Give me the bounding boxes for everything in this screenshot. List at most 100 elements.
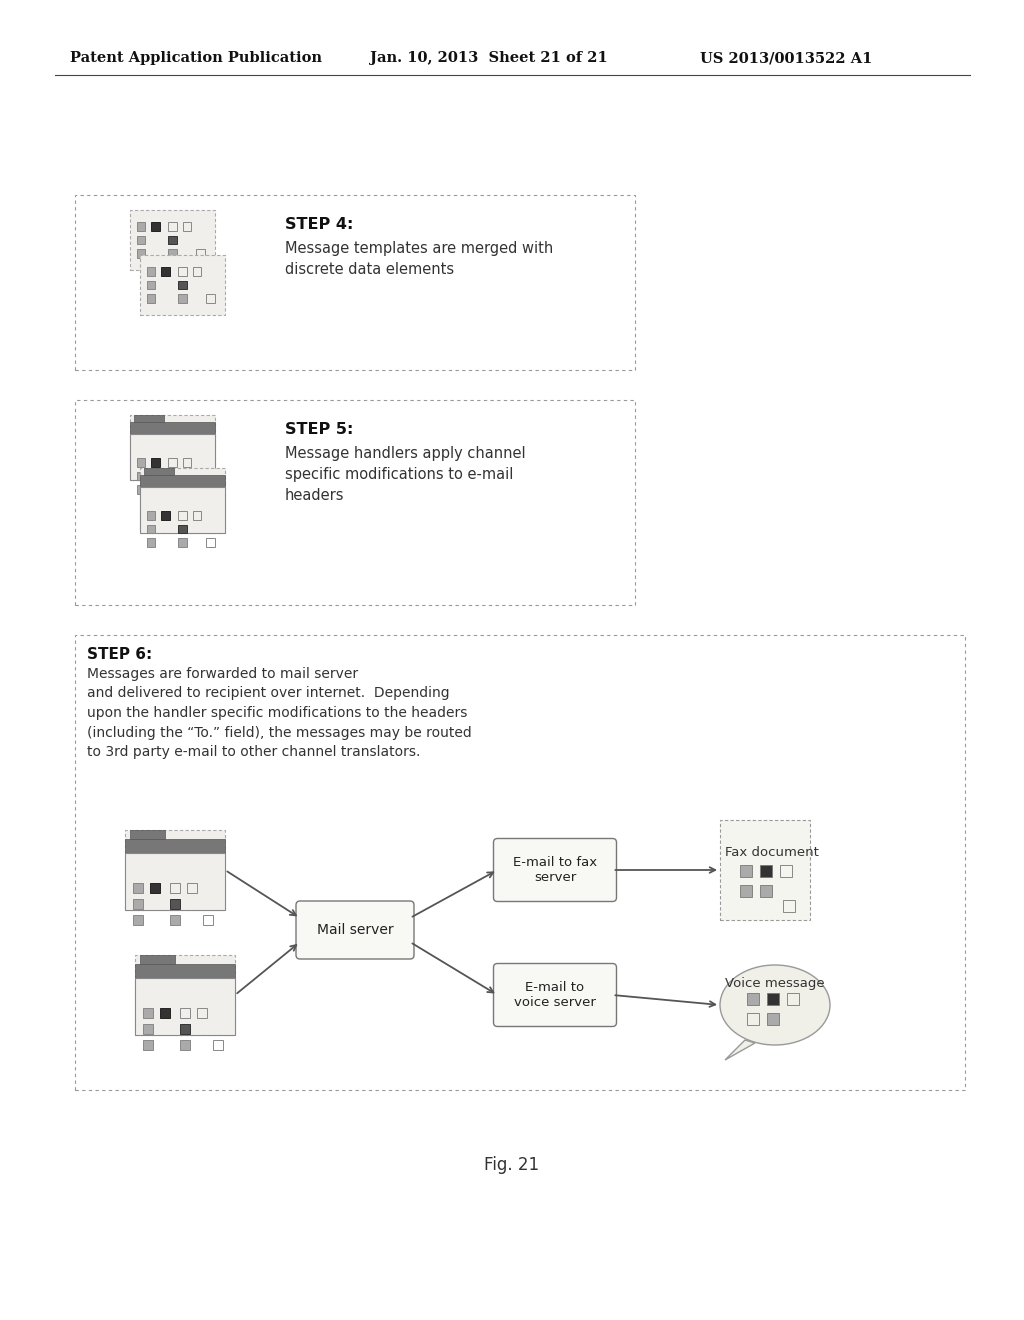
Polygon shape — [725, 1040, 755, 1060]
Bar — [140, 487, 225, 533]
Bar — [178, 294, 186, 302]
Bar — [140, 954, 175, 964]
Ellipse shape — [720, 965, 830, 1045]
Bar — [140, 475, 225, 487]
Bar — [168, 486, 177, 494]
Bar — [137, 471, 145, 480]
Bar — [75, 195, 635, 370]
Bar — [197, 1008, 207, 1018]
Bar — [130, 414, 215, 480]
Text: STEP 4:: STEP 4: — [285, 216, 353, 232]
Bar — [161, 511, 170, 520]
Bar — [134, 414, 164, 422]
Bar — [178, 281, 186, 289]
Bar — [144, 469, 174, 475]
Bar — [783, 900, 795, 912]
Bar — [178, 539, 186, 546]
Bar — [206, 539, 215, 546]
Bar — [740, 865, 752, 876]
Bar — [178, 267, 186, 276]
Bar — [178, 524, 186, 533]
Text: US 2013/0013522 A1: US 2013/0013522 A1 — [700, 51, 872, 65]
Bar — [178, 511, 186, 520]
Bar — [170, 899, 180, 909]
Bar — [767, 993, 779, 1005]
Bar — [130, 422, 215, 434]
Text: Voice message: Voice message — [725, 977, 824, 990]
Bar — [143, 1040, 153, 1049]
Bar — [135, 964, 234, 978]
Text: Jan. 10, 2013  Sheet 21 of 21: Jan. 10, 2013 Sheet 21 of 21 — [370, 51, 608, 65]
Bar — [125, 838, 225, 853]
Bar — [180, 1040, 190, 1049]
Bar — [197, 249, 205, 257]
Bar — [168, 222, 177, 231]
Bar — [137, 222, 145, 231]
Bar — [133, 915, 143, 925]
Bar — [130, 210, 215, 271]
FancyBboxPatch shape — [494, 838, 616, 902]
Text: E-mail to
voice server: E-mail to voice server — [514, 981, 596, 1008]
Bar — [193, 511, 201, 520]
Bar — [75, 400, 635, 605]
Bar — [125, 853, 225, 909]
Bar — [182, 458, 191, 466]
Bar — [130, 434, 215, 480]
Bar — [170, 883, 180, 894]
Bar — [180, 1008, 190, 1018]
Bar — [146, 524, 156, 533]
Bar — [146, 539, 156, 546]
Text: Patent Application Publication: Patent Application Publication — [70, 51, 322, 65]
Bar — [720, 820, 810, 920]
FancyBboxPatch shape — [296, 902, 414, 960]
Bar — [787, 993, 799, 1005]
Bar — [168, 235, 177, 244]
Bar — [197, 486, 205, 494]
Bar — [140, 255, 225, 315]
Bar — [137, 486, 145, 494]
Bar — [161, 267, 170, 276]
Bar — [146, 294, 156, 302]
Bar — [146, 267, 156, 276]
Bar — [130, 830, 165, 838]
Bar — [213, 1040, 223, 1049]
Bar — [168, 471, 177, 480]
Bar — [137, 235, 145, 244]
Bar — [152, 458, 160, 466]
Bar — [767, 1012, 779, 1026]
Bar — [160, 1008, 170, 1018]
Bar — [760, 865, 772, 876]
Text: Fig. 21: Fig. 21 — [484, 1156, 540, 1173]
Bar — [143, 1024, 153, 1034]
Text: Messages are forwarded to mail server
and delivered to recipient over internet. : Messages are forwarded to mail server an… — [87, 667, 472, 759]
Bar — [170, 915, 180, 925]
Bar — [146, 281, 156, 289]
Bar — [168, 458, 177, 466]
Bar — [137, 458, 145, 466]
Bar — [760, 884, 772, 898]
Bar — [152, 222, 160, 231]
Bar — [75, 635, 965, 1090]
Bar — [135, 954, 234, 1035]
Bar — [206, 294, 215, 302]
Bar — [203, 915, 213, 925]
Bar — [133, 899, 143, 909]
Bar — [140, 469, 225, 533]
Text: E-mail to fax
server: E-mail to fax server — [513, 855, 597, 884]
Text: Mail server: Mail server — [316, 923, 393, 937]
Bar — [187, 883, 197, 894]
Bar — [746, 1012, 759, 1026]
Bar — [740, 884, 752, 898]
Bar — [137, 249, 145, 257]
Bar — [780, 865, 792, 876]
FancyBboxPatch shape — [494, 964, 616, 1027]
Text: STEP 6:: STEP 6: — [87, 647, 153, 663]
Text: STEP 5:: STEP 5: — [285, 422, 353, 437]
Bar — [143, 1008, 153, 1018]
Text: Fax document: Fax document — [725, 846, 819, 858]
Text: Message templates are merged with
discrete data elements: Message templates are merged with discre… — [285, 242, 553, 277]
Bar — [146, 511, 156, 520]
Bar — [133, 883, 143, 894]
Bar — [168, 249, 177, 257]
Bar — [180, 1024, 190, 1034]
